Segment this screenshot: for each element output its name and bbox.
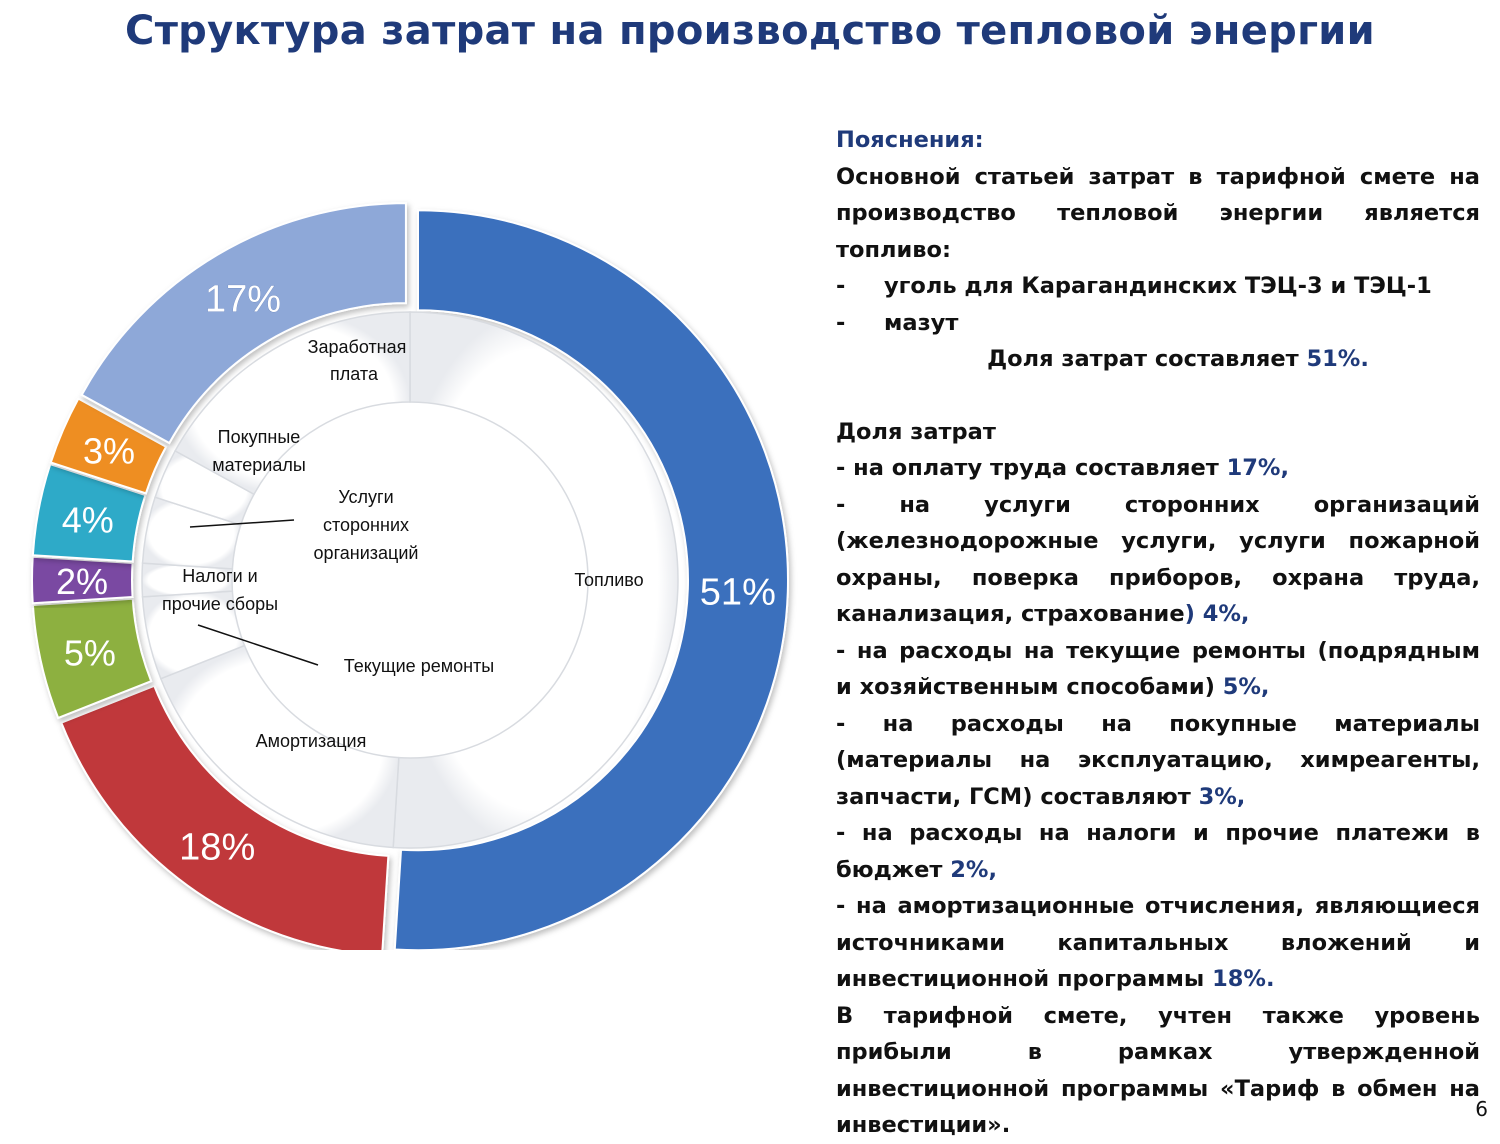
notes-heading: Пояснения: bbox=[836, 127, 984, 153]
share-labor: - на оплату труда составляет 17%, bbox=[836, 455, 1290, 481]
notes-intro: Основной статьей затрат в тарифной смете… bbox=[836, 163, 1480, 263]
inner-label-taxes-line1: Налоги и bbox=[182, 566, 257, 586]
explanations-panel: Пояснения: Основной статьей затрат в тар… bbox=[836, 122, 1480, 1144]
slice-покупные-материалы bbox=[49, 397, 168, 495]
slice-label-налоги-и-прочие-сборы: 2% bbox=[56, 561, 108, 602]
inner-label-salary-line1: Заработная bbox=[308, 337, 407, 357]
share-services: - на услуги сторонних организаций (желез… bbox=[836, 491, 1480, 628]
profit-note: В тарифной смете, учтен также уровень пр… bbox=[836, 1002, 1480, 1139]
page-title: Структура затрат на производство теплово… bbox=[125, 8, 1375, 54]
inner-label-depreciation: Амортизация bbox=[256, 731, 367, 751]
share-repairs: - на расходы на текущие ремонты (подрядн… bbox=[836, 637, 1480, 701]
leader-services bbox=[189, 519, 295, 528]
inner-label-taxes-line2: прочие сборы bbox=[162, 594, 278, 614]
inner-label-salary-line2: плата bbox=[330, 364, 379, 384]
slice-label-амортизация: 18% bbox=[179, 826, 255, 868]
slice-label-топливо: 51% bbox=[700, 571, 776, 613]
slice-топливо bbox=[393, 209, 789, 950]
share-heading: Доля затрат bbox=[836, 418, 996, 445]
inner-slice-заработная-плата bbox=[174, 311, 411, 496]
inner-slice-топливо bbox=[392, 311, 679, 849]
share-taxes: - на расходы на налоги и прочие платежи … bbox=[836, 820, 1480, 883]
slice-налоги-и-прочие-сборы bbox=[31, 555, 134, 605]
page-number: 6 bbox=[1475, 1097, 1488, 1121]
slice-label-текущие-ремонты: 5% bbox=[64, 633, 116, 674]
slice-заработная-плата bbox=[80, 202, 407, 445]
inner-label-materials-line1: Покупные bbox=[218, 427, 301, 447]
cost-donut-chart: Топливо Амортизация Текущие ремонты Нало… bbox=[31, 202, 789, 950]
inner-label-repairs: Текущие ремонты bbox=[344, 656, 494, 676]
fuel-share: Доля затрат составляет 51%. bbox=[987, 346, 1369, 372]
inner-label-fuel: Топливо bbox=[574, 570, 643, 590]
share-materials: - на расходы на покупные материалы (мате… bbox=[836, 710, 1480, 810]
inner-label-services-line1: Услуги bbox=[338, 487, 393, 507]
slice-амортизация bbox=[59, 684, 390, 950]
inner-label-services-line2: сторонних bbox=[323, 515, 409, 535]
slice-label-покупные-материалы: 3% bbox=[83, 431, 135, 472]
slice-текущие-ремонты bbox=[31, 597, 153, 720]
inner-label-materials-line2: материалы bbox=[212, 455, 306, 475]
slice-услуги-сторонних-организаций bbox=[31, 462, 147, 563]
fuel-item-coal: - уголь для Карагандинских ТЭЦ-3 и ТЭЦ-1 bbox=[836, 273, 1432, 299]
fuel-item-oil: - мазут bbox=[836, 309, 959, 336]
slice-label-услуги-сторонних-организаций: 4% bbox=[62, 500, 114, 541]
inner-label-services-line3: организаций bbox=[314, 543, 419, 563]
share-depreciation: - на амортизационные отчисления, являющи… bbox=[836, 893, 1480, 992]
leader-repairs bbox=[197, 624, 319, 666]
slice-label-заработная-плата: 17% bbox=[205, 279, 281, 321]
